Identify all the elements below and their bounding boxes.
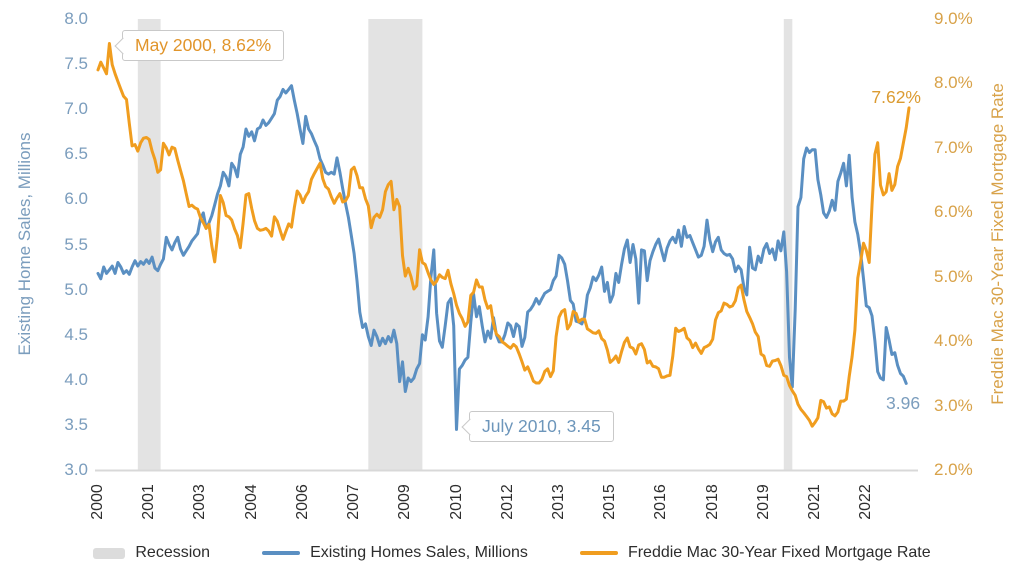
legend-item-recession: Recession	[93, 544, 210, 562]
left-axis-tick: 8.0	[64, 9, 88, 28]
right-axis-title: Freddie Mac 30-Year Fixed Mortgage Rate	[988, 83, 1007, 405]
right-axis-tick: 7.0%	[934, 137, 973, 157]
right-axis-tick: 5.0%	[934, 266, 973, 286]
x-axis-tick: 2021	[806, 484, 824, 520]
legend-label-recession: Recession	[135, 544, 211, 561]
recession-swatch-icon	[93, 547, 126, 559]
x-axis-tick: 2019	[754, 484, 772, 520]
right-axis-tick: 2.0%	[934, 460, 973, 479]
x-axis-tick: 2003	[191, 484, 209, 520]
left-axis-tick: 5.5	[64, 234, 88, 254]
orange-line-swatch-icon	[579, 551, 618, 555]
legend: Recession Existing Homes Sales, Millions…	[0, 544, 1024, 562]
legend-label-mortgage-rate: Freddie Mac 30-Year Fixed Mortgage Rate	[627, 544, 931, 561]
left-axis-tick: 3.5	[64, 414, 88, 434]
line-mortgage-rate	[96, 42, 911, 428]
x-axis-tick: 2018	[703, 484, 721, 520]
blue-line-swatch-icon	[262, 551, 301, 555]
legend-item-mortgage-rate: Freddie Mac 30-Year Fixed Mortgage Rate	[579, 544, 931, 562]
recession-band	[783, 19, 793, 470]
left-axis-tick: 7.0	[64, 99, 88, 119]
left-axis-tick: 3.0	[64, 460, 88, 479]
x-axis-tick: 2009	[396, 484, 414, 520]
annotation-may-2000: May 2000, 8.62%	[122, 30, 285, 61]
legend-item-existing-home-sales: Existing Homes Sales, Millions	[262, 544, 528, 562]
right-axis-tick: 4.0%	[934, 331, 973, 351]
left-axis-tick: 6.5	[64, 144, 88, 164]
left-axis-tick: 5.0	[64, 279, 88, 299]
legend-label-existing-home-sales: Existing Homes Sales, Millions	[310, 544, 528, 561]
annotation-rate-end: 7.62%	[871, 87, 921, 107]
x-axis-tick: 2000	[89, 484, 106, 520]
left-axis-tick: 4.0	[64, 369, 88, 389]
left-axis-tick: 6.0	[64, 189, 88, 209]
x-axis-tick: 2015	[601, 484, 619, 520]
left-axis-tick: 7.5	[64, 54, 88, 74]
right-axis-tick: 9.0%	[934, 9, 973, 28]
right-axis-tick: 6.0%	[934, 202, 973, 222]
x-axis-tick: 2004	[242, 484, 260, 520]
left-axis-tick: 4.5	[64, 324, 88, 344]
left-axis-title: Existing Home Sales, Millions	[15, 132, 34, 356]
x-axis-tick: 2013	[549, 484, 567, 520]
recession-band	[368, 19, 423, 470]
annotation-july-2010: July 2010, 3.45	[469, 411, 614, 442]
x-axis-tick: 2016	[652, 484, 670, 520]
x-axis-tick: 2006	[293, 484, 311, 520]
x-axis-tick: 2010	[447, 484, 465, 520]
x-axis-tick: 2022	[857, 484, 875, 520]
right-axis-tick: 3.0%	[934, 395, 973, 415]
x-axis-tick: 2007	[345, 484, 363, 520]
right-axis-tick: 8.0%	[934, 73, 973, 93]
annotation-sales-end: 3.96	[886, 393, 921, 413]
x-axis-tick: 2012	[498, 484, 516, 520]
recession-band	[137, 19, 161, 470]
x-axis-tick: 2001	[140, 484, 158, 520]
